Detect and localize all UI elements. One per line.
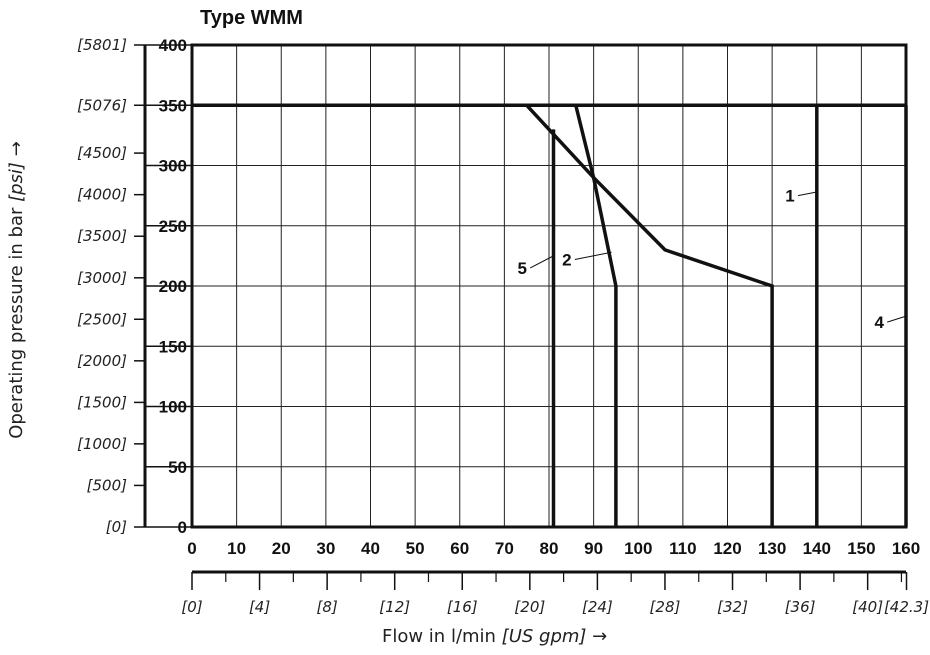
- x-tick-flow-label-13: 130: [758, 539, 786, 558]
- chart-title: Type WMM: [200, 7, 303, 29]
- x-tick-gpm-label-6: [24]: [582, 598, 613, 616]
- curve-leader-1: [797, 191, 817, 197]
- x-tick-flow-label-10: 100: [624, 539, 652, 558]
- y-tick-psi-label-2: [1000]: [77, 435, 127, 453]
- curve-leader-4: [887, 315, 907, 323]
- curve-2: [574, 104, 618, 527]
- y-tick-bar-label-7: 350: [159, 96, 187, 115]
- curve-label-1: 1: [785, 187, 794, 206]
- x-tick-flow-label-7: 70: [495, 539, 514, 558]
- x-tick-flow-label-0: 0: [187, 539, 196, 558]
- x-tick-flow-label-5: 50: [406, 539, 425, 558]
- y-tick-bar-label-8: 400: [159, 36, 187, 55]
- x-tick-gpm-label-7: [28]: [650, 598, 681, 616]
- y-tick-bar-label-6: 300: [159, 157, 187, 176]
- x-tick-flow-label-6: 60: [450, 539, 469, 558]
- x-tick-gpm-label-2: [8]: [317, 598, 338, 616]
- y-tick-psi-label-4: [2000]: [77, 352, 127, 370]
- y-tick-psi-label-6: [3000]: [77, 269, 127, 287]
- x-tick-gpm-label-10: [40]: [852, 598, 883, 616]
- x-axis-label: Flow in l/min [US gpm] →: [382, 626, 607, 647]
- x-tick-flow-label-11: 110: [669, 539, 696, 558]
- curve-leader-5: [529, 255, 554, 269]
- x-axis-gpm: [0] [4] [8] [12] [16] [20] [24] [28] [32] [36] [40…: [181, 570, 929, 616]
- x-tick-gpm-label-1: [4]: [249, 598, 270, 616]
- x-axis-label-unit: [US gpm]: [502, 626, 587, 647]
- x-tick-gpm-label-0: [0]: [181, 598, 202, 616]
- y-tick-psi-label-5: [2500]: [77, 310, 127, 328]
- curve-label-5: 5: [517, 259, 526, 278]
- y-tick-bar-label-4: 200: [159, 277, 187, 296]
- x-axis-flow: 0 10 20 30 40 50 60 70 80 90 100 110 120 130 140 150 160: [187, 539, 920, 558]
- x-tick-flow-label-3: 30: [316, 539, 335, 558]
- curve-label-4: 4: [874, 313, 884, 332]
- x-tick-gpm-label-3: [12]: [379, 598, 410, 616]
- y-axis-label-unit: [psi]: [6, 162, 27, 202]
- y-axis-label-main: Operating pressure in bar: [6, 202, 27, 439]
- y-tick-psi-label-9: [4500]: [77, 144, 127, 162]
- y-tick-psi-label-0: [0]: [106, 518, 127, 536]
- x-tick-gpm-label-8: [32]: [717, 598, 748, 616]
- y-tick-bar-label-2: 100: [159, 398, 187, 417]
- y-tick-bar-label-0: 0: [178, 518, 187, 537]
- x-tick-flow-label-16: 160: [892, 539, 920, 558]
- curve-unlabeled-4: [525, 104, 774, 527]
- y-tick-psi-label-10: [5076]: [77, 96, 127, 114]
- grid: [191, 44, 907, 528]
- y-tick-psi-label-11: [5801]: [77, 36, 127, 54]
- y-tick-psi-label-3: [1500]: [77, 393, 127, 411]
- x-tick-gpm-label-4: [16]: [447, 598, 478, 616]
- x-tick-gpm-label-11: [42.3]: [884, 598, 929, 616]
- x-axis-label-arrow: →: [586, 626, 607, 647]
- curve-labels: 1 2 4 5: [517, 187, 907, 332]
- y-axis-label: Operating pressure in bar [psi] →: [6, 141, 27, 439]
- x-tick-flow-label-2: 20: [272, 539, 291, 558]
- x-tick-flow-label-4: 40: [361, 539, 380, 558]
- y-axis-bar: 0 50 100 150 200 250 300 350 400: [143, 36, 192, 537]
- y-axis-label-arrow: →: [6, 141, 27, 162]
- curve-label-2: 2: [562, 250, 571, 269]
- y-tick-bar-label-5: 250: [159, 217, 187, 236]
- y-tick-psi-label-1: [500]: [87, 476, 127, 494]
- x-tick-flow-label-1: 10: [227, 539, 246, 558]
- y-tick-bar-label-1: 50: [168, 458, 187, 477]
- x-tick-flow-label-12: 120: [713, 539, 741, 558]
- y-axis-psi: [0] [500] [1000] [1500] [2000] [2500] [3000] [3…: [77, 36, 145, 536]
- x-tick-flow-label-9: 90: [584, 539, 603, 558]
- y-tick-psi-label-7: [3500]: [77, 227, 127, 245]
- y-tick-bar-label-3: 150: [159, 337, 187, 356]
- x-tick-gpm-label-5: [20]: [514, 598, 545, 616]
- x-tick-flow-label-8: 80: [540, 539, 559, 558]
- x-tick-flow-label-14: 140: [803, 539, 831, 558]
- curve-leader-2: [574, 251, 612, 260]
- x-tick-flow-label-15: 150: [847, 539, 875, 558]
- x-axis-label-main: Flow in l/min: [382, 626, 502, 647]
- x-tick-gpm-label-9: [36]: [785, 598, 816, 616]
- y-tick-psi-label-8: [4000]: [77, 186, 127, 204]
